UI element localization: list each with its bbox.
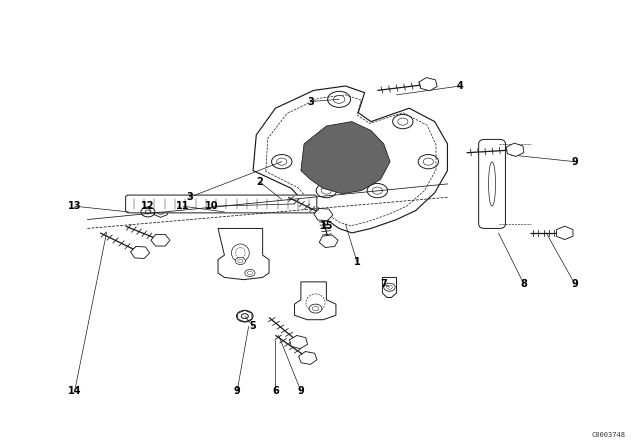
Circle shape: [291, 199, 304, 208]
Polygon shape: [556, 226, 573, 240]
Text: 9: 9: [572, 279, 579, 289]
Text: 8: 8: [520, 279, 527, 289]
Text: 10: 10: [205, 201, 218, 211]
Polygon shape: [151, 234, 170, 246]
Text: 9: 9: [234, 386, 241, 396]
Polygon shape: [289, 336, 307, 349]
Text: 6: 6: [272, 386, 279, 396]
Circle shape: [138, 199, 151, 208]
Text: 11: 11: [176, 201, 189, 211]
Text: 9: 9: [572, 157, 579, 167]
Text: 3: 3: [307, 97, 314, 107]
FancyBboxPatch shape: [125, 195, 317, 213]
Polygon shape: [301, 121, 390, 194]
Circle shape: [384, 283, 395, 291]
Circle shape: [316, 184, 337, 198]
Circle shape: [328, 91, 351, 108]
Circle shape: [271, 155, 292, 169]
Polygon shape: [154, 207, 167, 217]
Polygon shape: [319, 235, 338, 248]
Text: 15: 15: [319, 221, 333, 231]
Text: 12: 12: [141, 201, 155, 211]
Text: 9: 9: [298, 386, 304, 396]
Polygon shape: [419, 78, 437, 91]
Text: 13: 13: [68, 201, 81, 211]
Polygon shape: [506, 143, 524, 156]
Text: 1: 1: [353, 257, 360, 267]
Text: 3: 3: [186, 192, 193, 202]
Polygon shape: [299, 352, 317, 364]
Circle shape: [393, 115, 413, 129]
Text: C0003748: C0003748: [592, 432, 626, 438]
Circle shape: [309, 304, 322, 313]
Polygon shape: [314, 208, 333, 220]
Text: 2: 2: [256, 177, 263, 187]
Circle shape: [245, 269, 255, 276]
Polygon shape: [131, 246, 150, 258]
Text: 7: 7: [380, 279, 387, 289]
Circle shape: [418, 155, 438, 169]
Text: 14: 14: [68, 386, 81, 396]
Circle shape: [367, 184, 388, 198]
Text: 5: 5: [250, 321, 257, 332]
Text: 4: 4: [457, 81, 463, 91]
Circle shape: [236, 258, 246, 264]
Polygon shape: [237, 310, 252, 322]
